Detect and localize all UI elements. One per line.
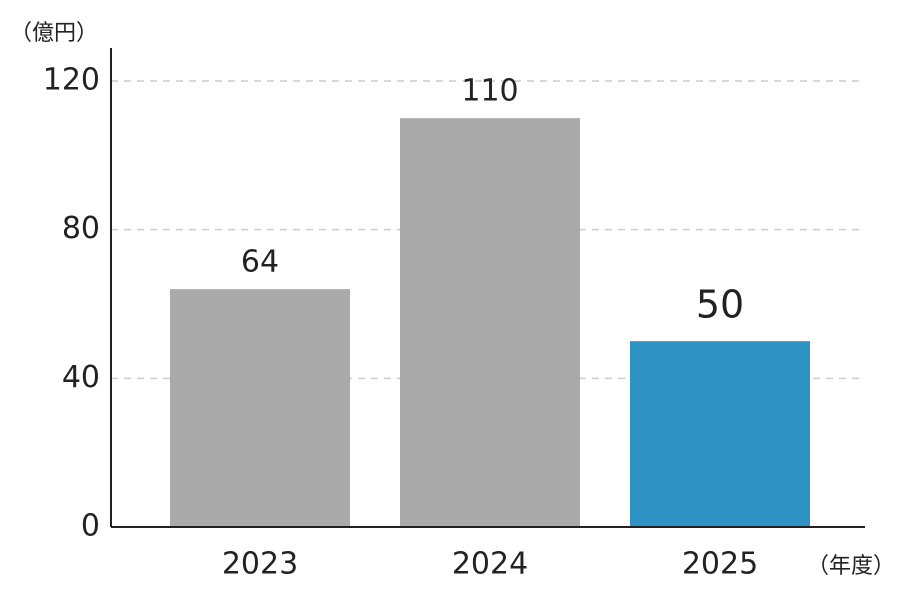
y-tick-label: 80 (62, 211, 100, 246)
x-tick-label: 2023 (222, 547, 298, 582)
bar (400, 118, 580, 528)
y-axis-label: （億円） (10, 21, 98, 46)
bar (630, 341, 810, 527)
x-axis-label: （年度） (807, 554, 895, 579)
x-tick-label: 2024 (452, 547, 528, 582)
y-tick-label: 120 (43, 63, 100, 98)
data-label: 64 (241, 245, 279, 280)
y-tick-label: 0 (81, 509, 100, 544)
data-label: 110 (461, 74, 518, 109)
y-tick-label: 40 (62, 360, 100, 395)
x-tick-label: 2025 (682, 547, 758, 582)
data-label: 50 (696, 283, 744, 327)
bar (170, 289, 350, 527)
